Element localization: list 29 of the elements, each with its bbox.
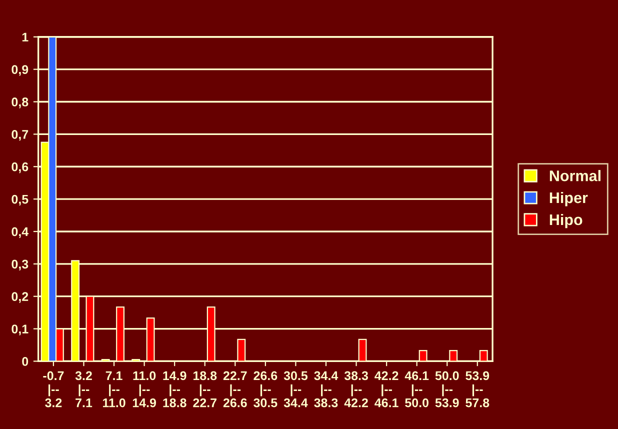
x-tick-label: 18.8 |-- 22.7 [193, 371, 217, 408]
x-tick-label: 11.0 |-- 14.9 [132, 371, 156, 408]
x-tick-label: 26.6 |-- 30.5 [254, 371, 278, 408]
x-tick-label: 22.7 |-- 26.6 [223, 371, 247, 408]
y-tick-label: 0,5 [12, 194, 28, 206]
y-tick-label: 0 [22, 357, 28, 366]
y-tick-label: 0,6 [12, 162, 28, 174]
y-tick-label: 0,4 [12, 227, 29, 238]
x-tick-label: 50.0 |-- 53.9 [435, 371, 459, 408]
y-tick-label: 0,2 [12, 292, 28, 303]
x-tick-label: 30.5 |-- 34.4 [284, 371, 308, 408]
x-tick-label: 46.1 |-- 50.0 [404, 371, 429, 408]
y-tick-label: 0,7 [12, 130, 28, 141]
x-tick-label: -0.7 |-- 3.2 [43, 371, 64, 408]
x-tick-label: 7.1 |-- 11.0 [102, 371, 126, 408]
y-tick-label: 1 [22, 32, 28, 42]
x-tick-label: 42.2 |-- 46.1 [374, 371, 398, 408]
legend-label: Hiper [550, 192, 588, 206]
y-tick-label: 0,9 [12, 65, 28, 76]
y-tick-label: 0,1 [12, 324, 28, 336]
x-tick-label: 53.9 |-- 57.8 [466, 371, 490, 408]
y-tick-label: 0,3 [12, 260, 28, 270]
x-tick-label: 34.4 |-- 38.3 [314, 371, 338, 408]
x-tick-label: 3.2 |-- 7.1 [75, 371, 92, 408]
x-tick-label: 38.3 |-- 42.2 [344, 371, 368, 408]
legend-label: Normal [550, 170, 600, 182]
x-tick-label: 14.9 |-- 18.8 [163, 371, 186, 408]
y-tick-label: 0,8 [12, 98, 28, 108]
legend-label: Hipo [550, 214, 582, 228]
